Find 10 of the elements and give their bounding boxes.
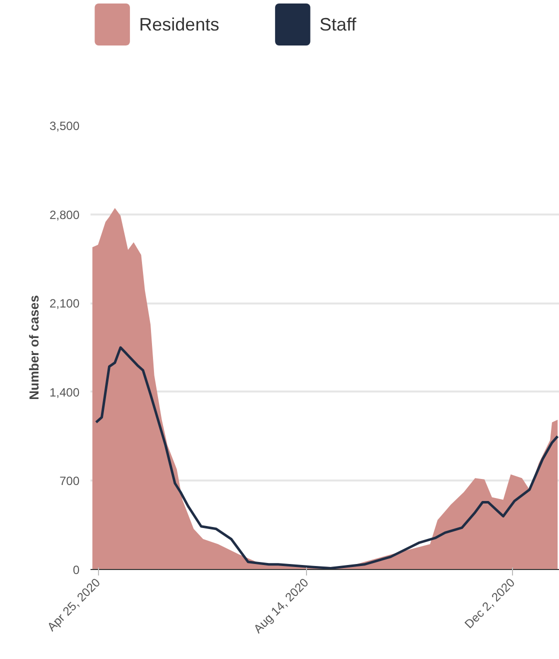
y-axis-title: Number of cases: [26, 295, 42, 400]
y-tick-label: 0: [72, 563, 80, 577]
y-tick-label: 2,100: [49, 296, 80, 311]
y-tick-label: 1,400: [49, 385, 80, 400]
line-series: [94, 346, 559, 570]
y-tick-label: 700: [59, 474, 80, 488]
legend-label: Staff: [320, 14, 358, 34]
legend-label: Residents: [139, 14, 220, 34]
y-tick-label: 3,500: [49, 119, 80, 133]
y-tick-label: 2,800: [49, 208, 80, 222]
